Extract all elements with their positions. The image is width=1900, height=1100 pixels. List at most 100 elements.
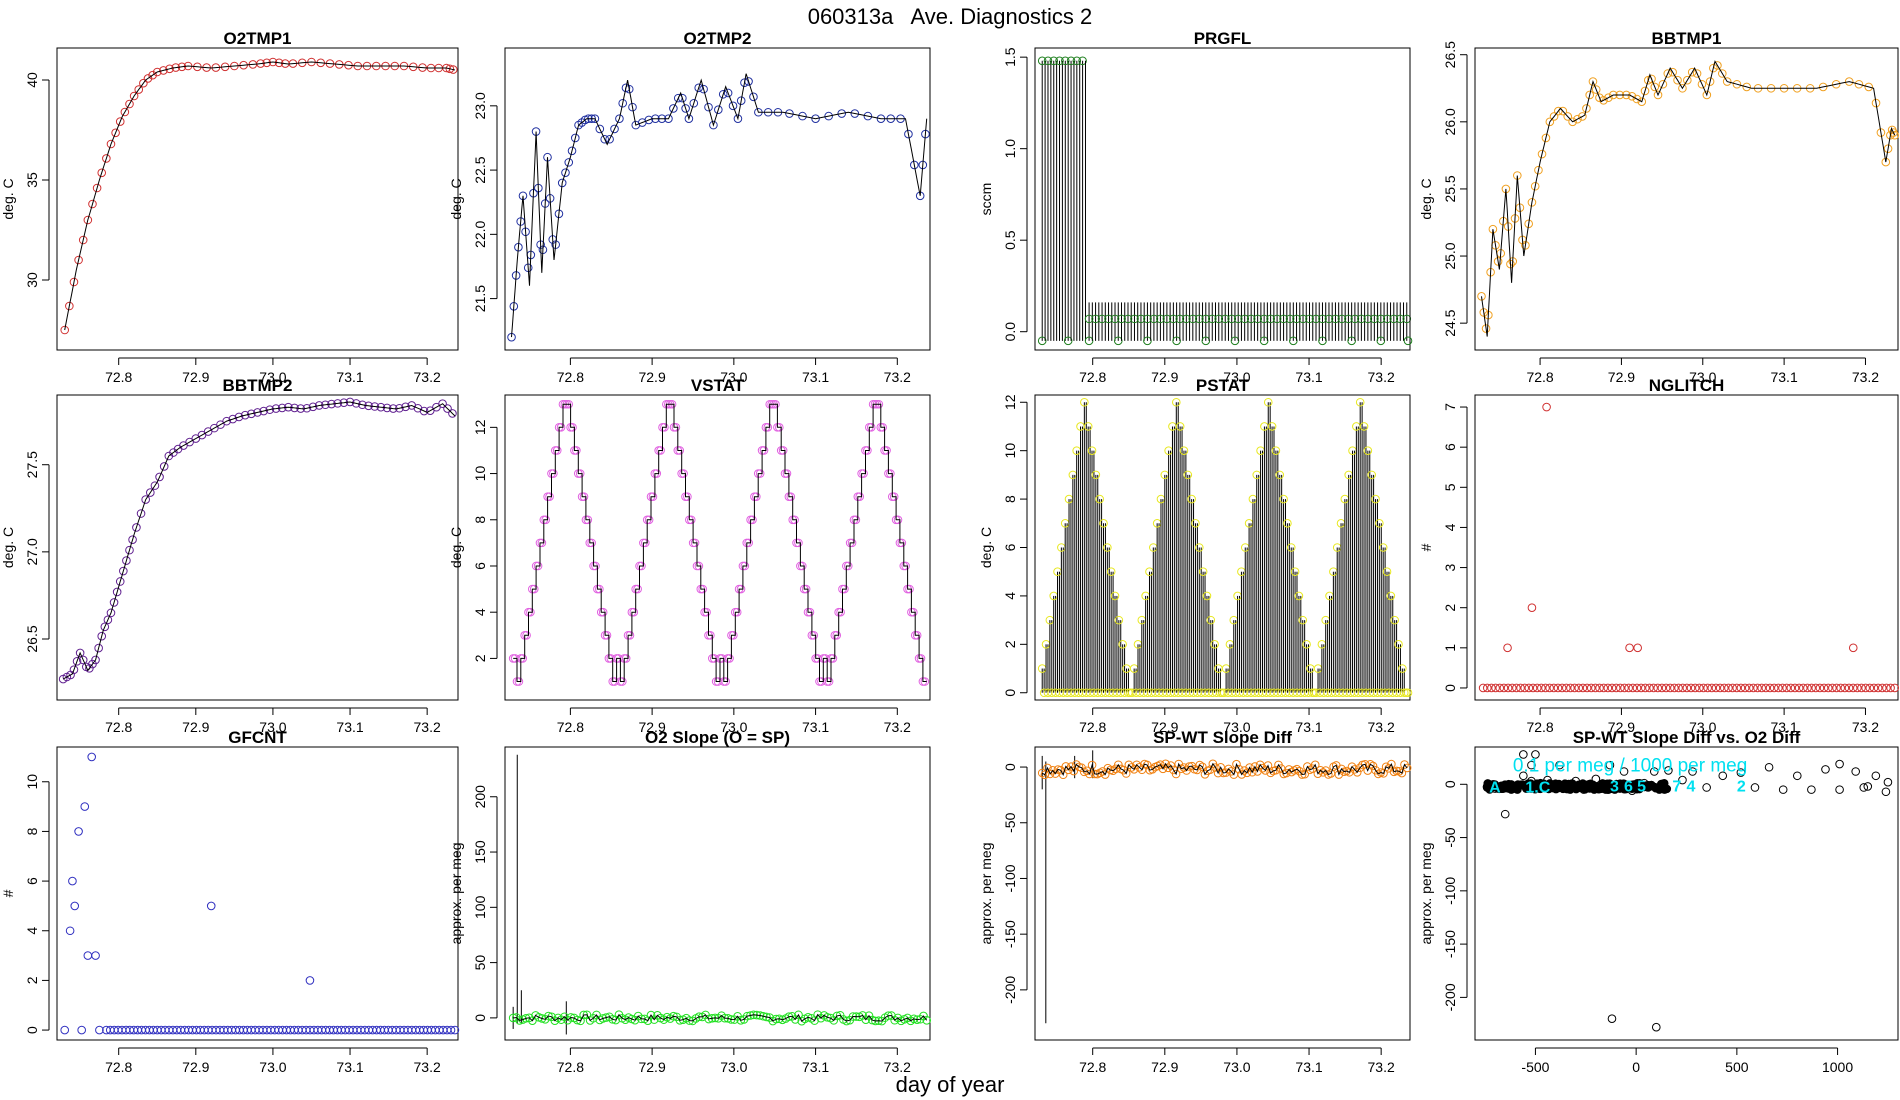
data-point: [1091, 470, 1101, 480]
data-point: [797, 561, 807, 571]
data-point: [100, 622, 110, 632]
data-point: [1718, 771, 1728, 781]
data-point: [1664, 766, 1673, 775]
data-point: [95, 1025, 104, 1035]
series-line: [62, 401, 456, 680]
data-point: [1859, 783, 1869, 792]
data-point: [1297, 770, 1307, 779]
data-point: [904, 129, 913, 139]
data-point: [1650, 82, 1660, 92]
data-point: [1194, 543, 1204, 552]
data-point: [401, 402, 410, 412]
data-point: [1253, 314, 1262, 324]
data-point: [109, 598, 119, 607]
data-point: [1375, 518, 1384, 528]
cluster-label: 2: [1737, 778, 1746, 795]
data-point: [1624, 683, 1633, 693]
data-point: [786, 492, 796, 501]
data-point: [752, 492, 761, 501]
data-point: [60, 1025, 70, 1035]
y-tick-label: -150: [1442, 930, 1458, 958]
data-point: [103, 615, 113, 625]
data-point: [1271, 446, 1281, 455]
data-point: [1398, 664, 1407, 673]
y-tick-label: 8: [24, 827, 40, 835]
data-point: [1778, 683, 1787, 693]
data-point: [1620, 683, 1629, 693]
data-point: [801, 584, 811, 594]
data-point: [65, 301, 74, 311]
x-tick-label: 72.8: [105, 1059, 132, 1075]
data-point: [1066, 56, 1076, 66]
data-point: [1172, 336, 1181, 346]
panel-title: SP-WT Slope Diff: [1153, 728, 1292, 747]
data-point: [549, 469, 558, 478]
data-point: [1097, 314, 1107, 324]
data-point: [541, 515, 551, 525]
data-point: [1705, 77, 1715, 86]
x-tick-label: 73.1: [336, 1059, 363, 1075]
data-point: [790, 515, 799, 525]
data-point: [1549, 112, 1559, 121]
cluster-point: [1595, 783, 1605, 793]
data-point: [228, 414, 238, 424]
data-point: [809, 631, 819, 640]
plot-frame: [1034, 394, 1411, 701]
data-point: [1807, 785, 1816, 794]
data-point: [1055, 56, 1064, 66]
data-point: [570, 133, 580, 143]
y-tick-label: 0: [1002, 763, 1018, 771]
data-point: [1158, 764, 1168, 774]
y-tick-label: 2: [1002, 640, 1018, 648]
plot-frame: [56, 746, 459, 1041]
data-point: [125, 99, 134, 109]
data-point: [1136, 314, 1146, 324]
data-point: [1521, 241, 1530, 250]
y-axis-label: deg. C: [978, 527, 994, 568]
data-point: [556, 423, 566, 432]
data-point: [1272, 314, 1282, 324]
data-point: [1359, 422, 1369, 431]
x-tick-label: 72.8: [557, 719, 584, 735]
data-point: [1711, 683, 1721, 693]
y-axis-label: deg. C: [0, 527, 16, 568]
data-point: [395, 403, 404, 413]
data-point: [1392, 766, 1401, 776]
data-point: [637, 561, 646, 571]
data-point: [897, 538, 907, 548]
data-point: [1495, 683, 1505, 693]
data-point: [886, 469, 895, 478]
data-point: [1750, 783, 1760, 792]
data-point: [1585, 90, 1594, 100]
y-tick-label: 30: [24, 272, 40, 288]
x-tick-label: 73.2: [1852, 369, 1879, 385]
data-point: [1289, 336, 1298, 346]
x-tick-label: 73.0: [1689, 719, 1716, 735]
data-point: [1279, 494, 1288, 504]
data-point: [1487, 683, 1496, 693]
data-point: [305, 976, 315, 985]
data-point: [74, 255, 83, 265]
data-point: [1657, 683, 1667, 693]
data-point: [1715, 683, 1725, 693]
data-point: [1383, 314, 1392, 324]
data-point: [1037, 336, 1047, 346]
data-point: [567, 146, 577, 156]
y-tick-label: 22.5: [472, 156, 488, 183]
data-point: [1091, 314, 1100, 324]
data-point: [811, 114, 820, 123]
data-point: [847, 538, 857, 548]
data-point: [782, 469, 792, 478]
data-point: [1108, 766, 1118, 775]
data-point: [445, 64, 455, 74]
data-point: [526, 607, 535, 617]
y-tick-label: 10: [24, 774, 40, 790]
data-point: [704, 102, 713, 112]
data-point: [302, 403, 312, 413]
data-point: [1649, 767, 1659, 776]
panel-12: SP-WT Slope Diff vs. O2 Diff approx. per …: [1418, 728, 1899, 1075]
data-point: [139, 78, 148, 88]
data-point: [1275, 470, 1285, 480]
y-tick-label: 27.0: [24, 538, 40, 565]
data-point: [648, 492, 658, 501]
